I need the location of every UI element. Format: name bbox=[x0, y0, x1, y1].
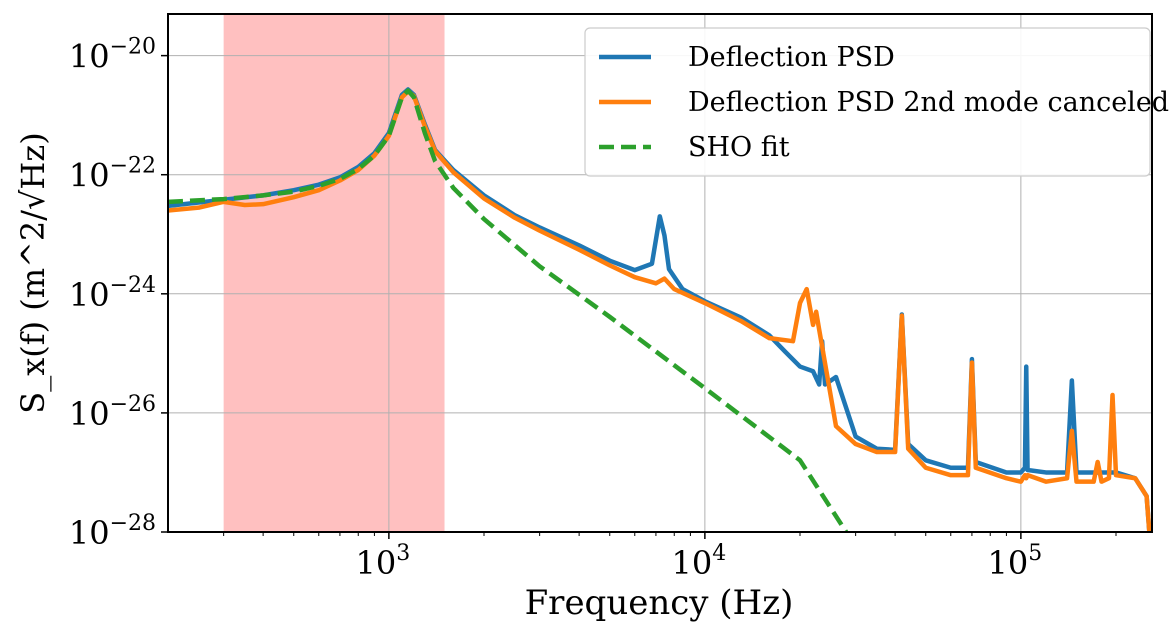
x-tick-label: 104 bbox=[672, 541, 727, 582]
y-tick-label: 10−24 bbox=[69, 273, 156, 314]
y-tick-label: 10−26 bbox=[69, 392, 156, 433]
x-tick-exponent: 3 bbox=[396, 541, 410, 566]
x-axis-title: Frequency (Hz) bbox=[525, 583, 794, 623]
y-tick-label: 10−28 bbox=[69, 511, 156, 552]
y-tick-label: 10−20 bbox=[69, 35, 156, 76]
x-tick-label: 105 bbox=[988, 541, 1043, 582]
x-tick-exponent: 4 bbox=[712, 541, 726, 566]
y-tick-exponent: −20 bbox=[110, 35, 156, 60]
legend-label-1: Deflection PSD 2nd mode canceled bbox=[688, 87, 1169, 118]
legend-label-0: Deflection PSD bbox=[688, 42, 895, 73]
legend: Deflection PSD Deflection PSD 2nd mode ca… bbox=[585, 28, 1169, 176]
y-tick-exponent: −22 bbox=[110, 154, 156, 179]
y-tick-label: 10−22 bbox=[69, 154, 156, 195]
y-axis-title: S_x(f) (m^2/√Hz) bbox=[14, 132, 52, 413]
y-tick-exponent: −28 bbox=[110, 511, 156, 536]
y-tick-exponent: −24 bbox=[110, 273, 156, 298]
x-tick-exponent: 5 bbox=[1028, 541, 1042, 566]
x-tick-label: 103 bbox=[356, 541, 411, 582]
legend-label-2: SHO fit bbox=[688, 132, 790, 163]
y-tick-exponent: −26 bbox=[110, 392, 156, 417]
